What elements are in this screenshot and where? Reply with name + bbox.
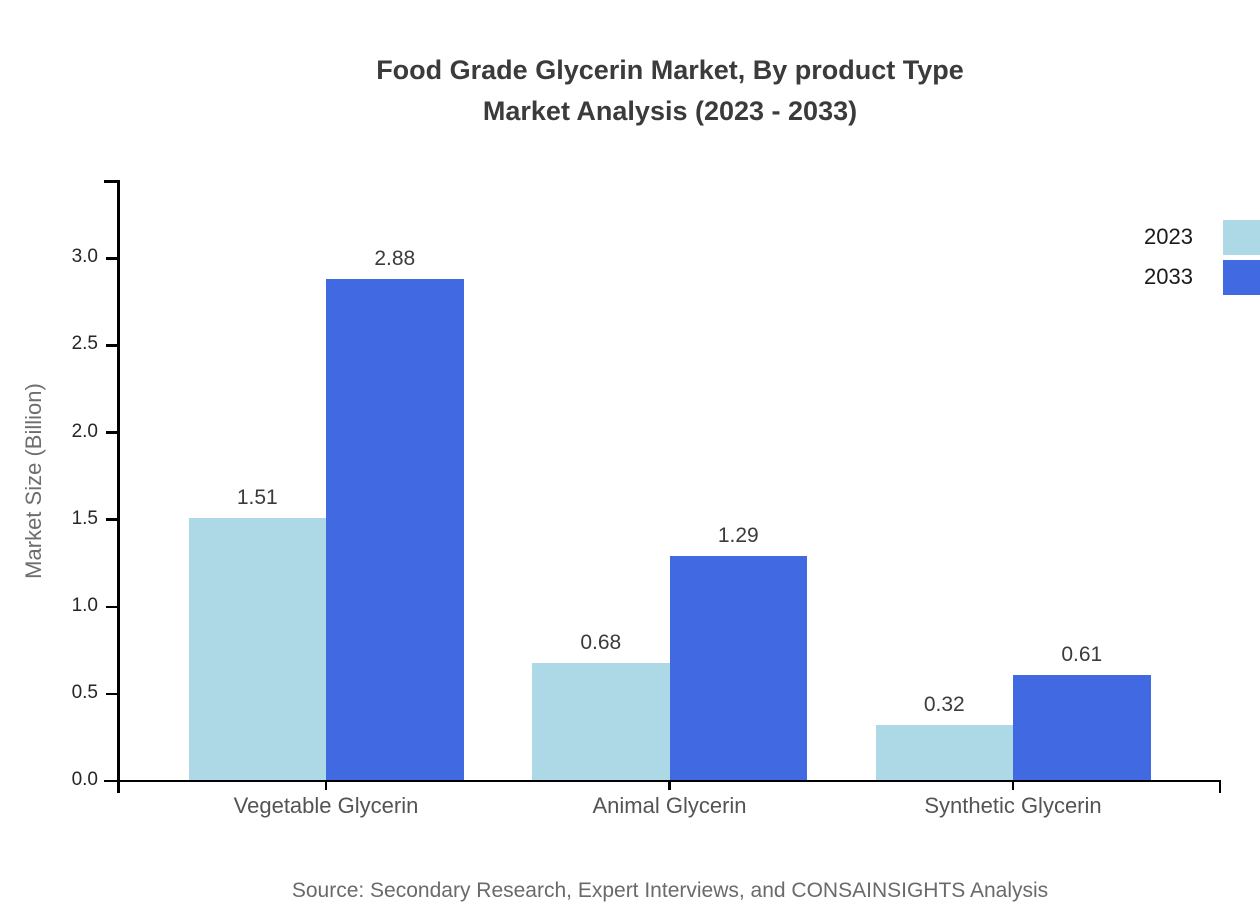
y-axis-line xyxy=(117,180,120,793)
x-category-label-synthetic-glycerin: Synthetic Glycerin xyxy=(924,793,1102,818)
value-label-2023-animal-glycerin: 0.68 xyxy=(580,630,622,654)
value-label-2023-vegetable-glycerin: 1.51 xyxy=(236,485,278,509)
y-tick-label-1.0: 1.0 xyxy=(71,594,98,616)
y-tick-label-1.5: 1.5 xyxy=(71,507,98,529)
x-tick-synthetic-glycerin xyxy=(1011,780,1015,790)
chart-title-line-1: Food Grade Glycerin Market, By product T… xyxy=(376,55,964,85)
y-axis-top-cap xyxy=(104,180,117,183)
legend-label-2023: 2023 xyxy=(1144,224,1193,249)
legend-swatch-2033 xyxy=(1223,259,1260,295)
y-tick-3.0 xyxy=(106,257,117,260)
x-tick-vegetable-glycerin xyxy=(324,780,328,790)
y-tick-0.0 xyxy=(106,779,117,783)
y-tick-label-0.5: 0.5 xyxy=(71,681,98,703)
legend-item-2023: 2023 xyxy=(1144,217,1260,257)
x-category-label-animal-glycerin: Animal Glycerin xyxy=(592,793,747,818)
chart-title: Food Grade Glycerin Market, By product T… xyxy=(80,50,1260,132)
y-axis-title: Market Size (Billion) xyxy=(21,383,46,579)
y-tick-1.0 xyxy=(106,605,117,609)
y-tick-label-2.5: 2.5 xyxy=(71,333,98,355)
legend-label-2033: 2033 xyxy=(1144,264,1193,289)
value-label-2033-animal-glycerin: 1.29 xyxy=(717,524,759,548)
y-tick-1.5 xyxy=(106,518,117,521)
y-tick-label-0.0: 0.0 xyxy=(71,769,98,790)
x-tick-animal-glycerin xyxy=(668,780,671,790)
bar-2033-synthetic-glycerin xyxy=(1013,674,1151,781)
y-tick-2.5 xyxy=(106,344,117,347)
y-tick-0.5 xyxy=(106,692,117,696)
bar-2033-vegetable-glycerin xyxy=(326,279,464,781)
bar-2033-animal-glycerin xyxy=(669,556,807,781)
chart-title-line-2: Market Analysis (2023 - 2033) xyxy=(482,96,858,126)
legend-item-2033: 2033 xyxy=(1144,257,1260,297)
value-label-2033-vegetable-glycerin: 2.88 xyxy=(374,247,416,271)
x-category-label-vegetable-glycerin: Vegetable Glycerin xyxy=(233,793,419,818)
y-tick-2.0 xyxy=(106,431,117,434)
bar-2023-vegetable-glycerin xyxy=(188,517,326,781)
value-label-2023-synthetic-glycerin: 0.32 xyxy=(923,693,965,717)
y-tick-label-2.0: 2.0 xyxy=(71,420,98,442)
y-tick-label-3.0: 3.0 xyxy=(71,246,98,268)
x-axis-line xyxy=(104,779,1221,782)
bar-2023-synthetic-glycerin xyxy=(875,725,1013,781)
bar-2023-animal-glycerin xyxy=(532,662,670,781)
legend: 2023 2033 xyxy=(1144,217,1260,297)
value-label-2033-synthetic-glycerin: 0.61 xyxy=(1061,642,1103,666)
legend-swatch-2023 xyxy=(1223,219,1260,255)
source-attribution: Source: Secondary Research, Expert Inter… xyxy=(291,879,1049,902)
x-axis-end-cap xyxy=(1218,779,1221,793)
